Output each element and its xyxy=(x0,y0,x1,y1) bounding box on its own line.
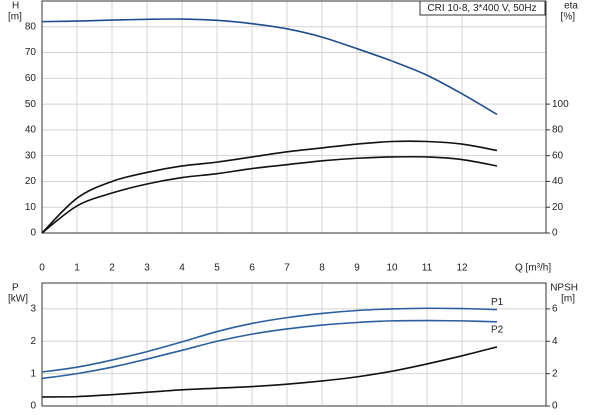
y-tick-label: 0 xyxy=(30,401,36,412)
curve-name: P2 xyxy=(491,324,504,335)
y2-tick-label: 60 xyxy=(552,150,564,161)
y-tick-label: 40 xyxy=(25,125,37,136)
y2-tick-label: 6 xyxy=(552,304,558,315)
x-tick-label: 2 xyxy=(109,263,115,274)
x-tick-label: 7 xyxy=(284,263,290,274)
y2-tick-label: 0 xyxy=(552,401,558,412)
y2-axis-unit: [m] xyxy=(561,294,575,305)
x-tick-label: 3 xyxy=(144,263,150,274)
y2-tick-label: 4 xyxy=(552,336,558,347)
curve xyxy=(41,18,498,116)
label-box xyxy=(419,0,546,16)
y2-tick-label: 40 xyxy=(552,176,564,187)
curve xyxy=(41,307,498,373)
x-tick-label: 8 xyxy=(319,263,325,274)
x-tick-label: 12 xyxy=(456,263,468,274)
y-tick-label: 2 xyxy=(30,336,36,347)
y2-axis-label: NPSH xyxy=(550,283,578,294)
y-tick-label: 80 xyxy=(25,21,37,32)
plot-area xyxy=(41,282,547,407)
y-tick-label: 1 xyxy=(30,368,36,379)
y2-tick-label: 0 xyxy=(552,228,558,239)
x-tick-label: 10 xyxy=(386,263,398,274)
x-axis-label: Q [m³/h] xyxy=(515,263,551,274)
x-tick-label: 4 xyxy=(179,263,185,274)
x-tick-label: 0 xyxy=(39,263,45,274)
x-tick-label: 9 xyxy=(354,263,360,274)
x-tick-label: 1 xyxy=(74,263,80,274)
curve xyxy=(41,346,498,398)
y-tick-label: 20 xyxy=(25,176,37,187)
y-tick-label: 60 xyxy=(25,73,37,84)
plot-border xyxy=(41,0,547,234)
curve xyxy=(41,319,498,380)
y2-tick-label: 80 xyxy=(552,125,564,136)
x-tick-label: 11 xyxy=(422,263,433,274)
plot-area xyxy=(41,0,547,234)
y-tick-label: 3 xyxy=(30,304,36,315)
y-tick-label: 50 xyxy=(25,99,37,110)
y2-tick-label: 100 xyxy=(552,99,569,110)
y-axis-label: H xyxy=(12,1,19,12)
y-tick-label: 10 xyxy=(25,202,37,213)
plot-border xyxy=(41,282,547,407)
y-tick-label: 30 xyxy=(25,150,37,161)
y2-tick-label: 20 xyxy=(552,202,564,213)
curve-label: CRI 10-8, 3*400 V, 50Hz xyxy=(427,3,536,14)
curve xyxy=(41,155,498,234)
curve-name: P1 xyxy=(491,297,504,308)
y-axis-unit: [kW] xyxy=(8,294,28,305)
curve xyxy=(41,140,498,234)
y2-tick-label: 2 xyxy=(552,368,558,379)
y-axis-unit: [m] xyxy=(8,12,22,23)
y-axis-label: P xyxy=(12,283,19,294)
y-tick-label: 0 xyxy=(30,228,36,239)
x-tick-label: 5 xyxy=(214,263,220,274)
y2-axis-label: eta xyxy=(564,1,578,12)
y2-axis-unit: [%] xyxy=(561,12,576,23)
y-tick-label: 70 xyxy=(25,47,37,58)
x-tick-label: 6 xyxy=(249,263,255,274)
